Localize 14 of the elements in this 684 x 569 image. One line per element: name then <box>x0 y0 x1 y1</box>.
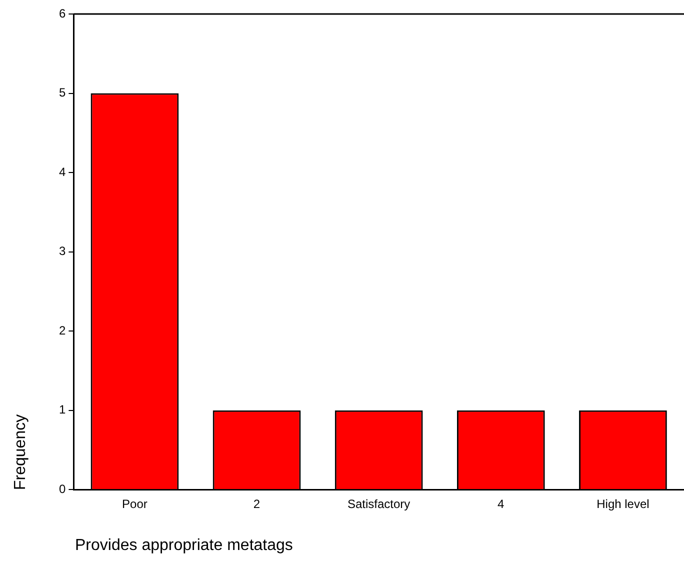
x-axis-title: Provides appropriate metatags <box>75 537 293 555</box>
y-tick-label: 3 <box>58 244 66 258</box>
x-tick-label: Satisfactory <box>347 497 410 512</box>
y-tick-label: 0 <box>58 482 66 496</box>
y-tick-label: 5 <box>58 86 66 100</box>
x-tick-label: Poor <box>122 497 148 512</box>
y-tick-label: 2 <box>58 323 66 338</box>
y-tick-label: 4 <box>58 164 66 179</box>
x-tick-label: 2 <box>253 497 260 512</box>
y-axis-title: Frequency <box>12 414 30 490</box>
y-tick-label: 6 <box>58 6 66 20</box>
y-tick-label: 1 <box>58 402 66 417</box>
x-tick-label: 4 <box>498 497 505 512</box>
x-tick-label: High level <box>596 497 650 512</box>
